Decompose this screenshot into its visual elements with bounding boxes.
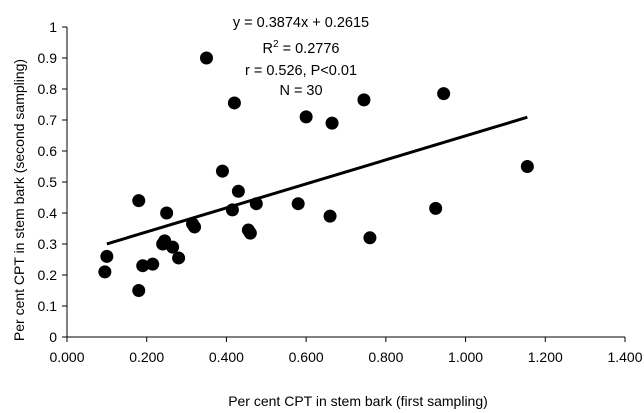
data-point [357,93,371,107]
x-tick-label: 0.800 [368,349,403,365]
x-tick-label: 1.400 [607,349,642,365]
data-point [291,197,305,211]
data-point [225,203,239,217]
data-point [132,194,146,208]
x-tick-label: 0.200 [129,349,164,365]
data-point [325,116,339,130]
data-point [188,220,202,234]
x-axis-tick-labels: 0.000 0.200 0.400 0.600 0.800 1.000 1.200 1.400 [49,349,642,365]
y-tick-label: 0.6 [38,143,58,159]
x-tick-label: 1.000 [448,349,483,365]
regression-equation: y = 0.3874x + 0.2615 [233,15,369,31]
data-point [249,197,263,211]
data-point [429,201,443,215]
trendline [106,115,528,246]
y-tick-label: 0.4 [38,205,58,221]
r-squared-label: R2 = 0.2776 [263,39,340,57]
x-axis-title: Per cent CPT in stem bark (first samplin… [228,393,488,409]
y-tick-label: 0 [49,329,57,345]
data-point [146,257,160,271]
data-point [100,249,114,263]
y-tick-label: 0.5 [38,174,58,190]
data-point [231,184,245,198]
x-tick-label: 1.200 [528,349,563,365]
data-points [98,51,534,297]
data-point [243,226,257,240]
plot-area: 0.000 0.200 0.400 0.600 0.800 1.000 1.200 1.400… [38,19,643,365]
y-axis-tick-labels: 0 0.1 0.2 0.3 0.4 0.5 0.6 0.7 0.8 0.9 1 [38,19,58,345]
y-tick-label: 0.3 [38,236,58,252]
data-point [200,51,213,65]
sample-size-label: N = 30 [279,83,322,99]
data-point [299,110,313,124]
data-point [437,87,451,101]
data-point [132,284,146,297]
y-tick-label: 1 [49,19,57,35]
y-tick-label: 0.9 [38,50,58,66]
y-tick-label: 0.2 [38,267,58,283]
regression-annotation: y = 0.3874x + 0.2615 R2 = 0.2776 r = 0.5… [233,15,369,99]
x-axis-ticks [66,337,626,342]
data-point [363,231,377,245]
data-point [323,209,337,223]
y-axis-title: Per cent CPT in stem bark (second sampli… [11,59,27,341]
correlation-label: r = 0.526, P<0.01 [245,63,357,79]
data-point [160,206,174,220]
x-tick-label: 0.400 [209,349,244,365]
data-point [166,240,180,254]
x-tick-label: 0.000 [49,349,84,365]
data-point [98,265,112,279]
data-point [215,164,229,178]
y-tick-label: 0.8 [38,81,58,97]
data-point [136,259,150,273]
data-point [520,160,534,173]
x-tick-label: 0.600 [289,349,324,365]
data-point [172,251,186,265]
y-tick-label: 0.1 [38,298,58,314]
y-tick-label: 0.7 [38,112,58,128]
data-point [227,96,241,110]
y-axis-ticks [62,26,67,338]
